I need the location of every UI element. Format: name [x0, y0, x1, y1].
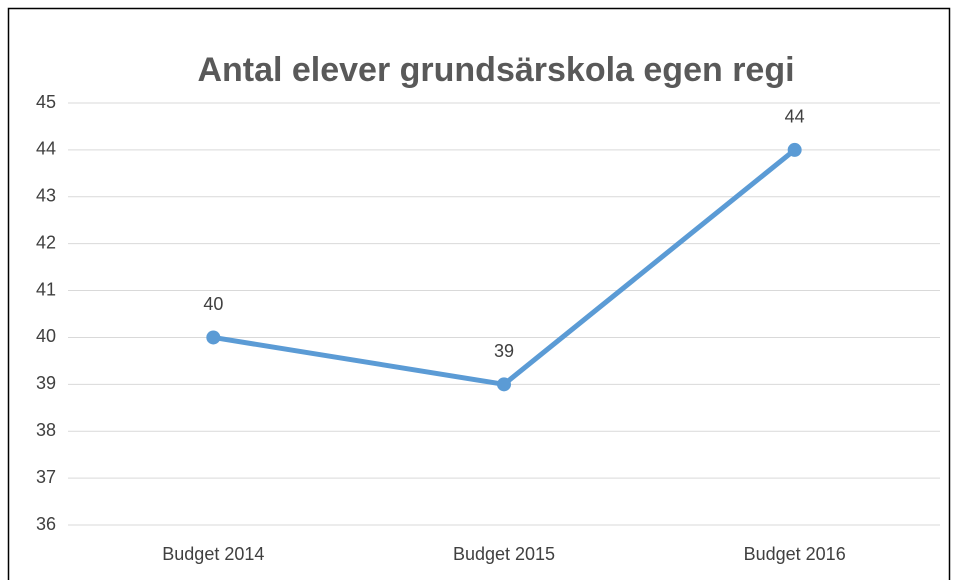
x-tick-label: Budget 2014 — [162, 544, 264, 564]
chart-border — [7, 7, 951, 580]
y-tick-label: 44 — [36, 139, 56, 159]
point — [787, 142, 802, 157]
chart-title: Antal elever grundsärskola egen regi — [197, 51, 794, 89]
y-tick-label: 45 — [36, 92, 56, 112]
y-tick-label: 37 — [36, 467, 56, 487]
point — [497, 377, 511, 392]
y-tick-label: 39 — [36, 373, 56, 393]
y-tick-label: 36 — [36, 514, 56, 534]
y-tick-label: 40 — [36, 326, 56, 346]
data-label: 39 — [494, 341, 514, 361]
y-tick-label: 42 — [36, 232, 56, 252]
x-tick-label: Budget 2016 — [744, 544, 846, 564]
data-label: 44 — [785, 107, 805, 127]
y-tick-label: 38 — [36, 420, 56, 440]
y-tick-label: 41 — [36, 279, 56, 299]
point — [206, 330, 221, 345]
data-label: 40 — [203, 294, 223, 314]
y-tick-label: 43 — [36, 186, 56, 206]
x-tick-label: Budget 2015 — [453, 544, 555, 564]
